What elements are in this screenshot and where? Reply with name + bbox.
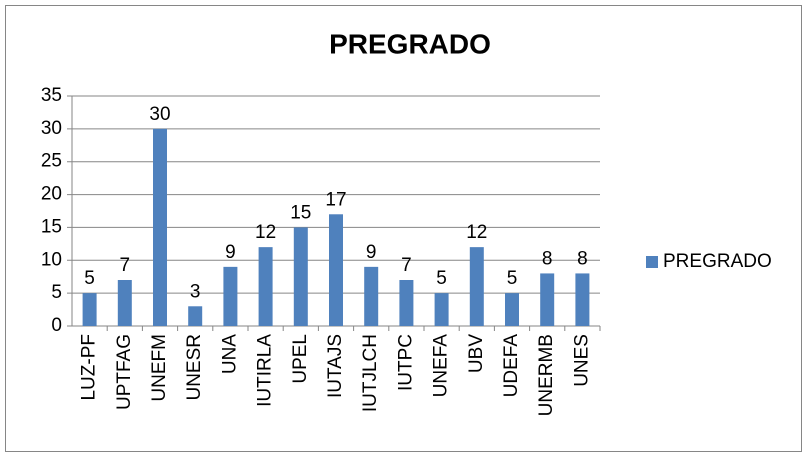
- data-label: 3: [190, 281, 201, 302]
- x-tick-label: IUTPC: [395, 334, 416, 391]
- bar: [153, 128, 167, 326]
- bar: [540, 273, 555, 326]
- y-tick-label: 5: [51, 282, 62, 303]
- bar: [399, 280, 414, 326]
- bar: [82, 293, 97, 326]
- x-tick-label: LUZ-PF: [79, 334, 100, 401]
- x-tick-label: UNEFA: [431, 334, 452, 398]
- data-label: 9: [225, 242, 236, 263]
- bar: [117, 280, 132, 326]
- x-tick-label: UNA: [219, 334, 240, 374]
- bar: [188, 306, 203, 326]
- x-tick-label: UPEL: [290, 334, 311, 384]
- data-label: 12: [466, 222, 487, 243]
- data-label: 15: [290, 202, 311, 223]
- chart-title: PREGRADO: [329, 28, 491, 59]
- x-tick-label: UNERMB: [536, 334, 557, 416]
- bar: [223, 266, 238, 326]
- y-tick-label: 15: [41, 216, 62, 237]
- x-tick-label: UBV: [466, 334, 487, 373]
- data-label: 5: [507, 268, 518, 289]
- chart-border: [5, 5, 802, 452]
- bar: [293, 227, 308, 326]
- y-tick-label: 25: [41, 151, 62, 172]
- bar: [575, 273, 590, 326]
- x-tick-label: IUTJLCH: [360, 334, 381, 412]
- bar: [329, 214, 343, 326]
- x-tick-label: UPTFAG: [114, 334, 135, 410]
- y-tick-label: 35: [41, 85, 62, 106]
- data-label: 7: [120, 255, 131, 276]
- bar: [364, 266, 379, 326]
- data-label: 7: [401, 255, 412, 276]
- x-tick-label: UNEFM: [149, 334, 170, 402]
- legend-label: PREGRADO: [663, 251, 772, 272]
- bar: [258, 247, 273, 326]
- data-label: 30: [149, 104, 170, 125]
- y-tick-label: 20: [41, 184, 62, 205]
- y-tick-label: 0: [51, 315, 62, 336]
- bar: [505, 293, 519, 326]
- x-tick-label: UDEFA: [501, 334, 522, 398]
- x-tick-label: UNES: [571, 334, 592, 387]
- x-tick-label: IUTAJS: [325, 334, 346, 398]
- x-tick-label: UNESR: [184, 334, 205, 401]
- data-label: 8: [577, 248, 588, 269]
- data-label: 12: [255, 222, 276, 243]
- bar: [434, 293, 449, 326]
- data-label: 5: [84, 268, 95, 289]
- data-label: 8: [542, 248, 553, 269]
- data-label: 17: [325, 189, 346, 210]
- x-tick-label: IUTIRLA: [255, 334, 276, 407]
- bar: [469, 247, 484, 326]
- data-label: 5: [436, 268, 447, 289]
- data-label: 9: [366, 242, 377, 263]
- legend-swatch: [646, 256, 658, 268]
- y-tick-label: 30: [41, 118, 62, 139]
- y-tick-label: 10: [41, 249, 62, 270]
